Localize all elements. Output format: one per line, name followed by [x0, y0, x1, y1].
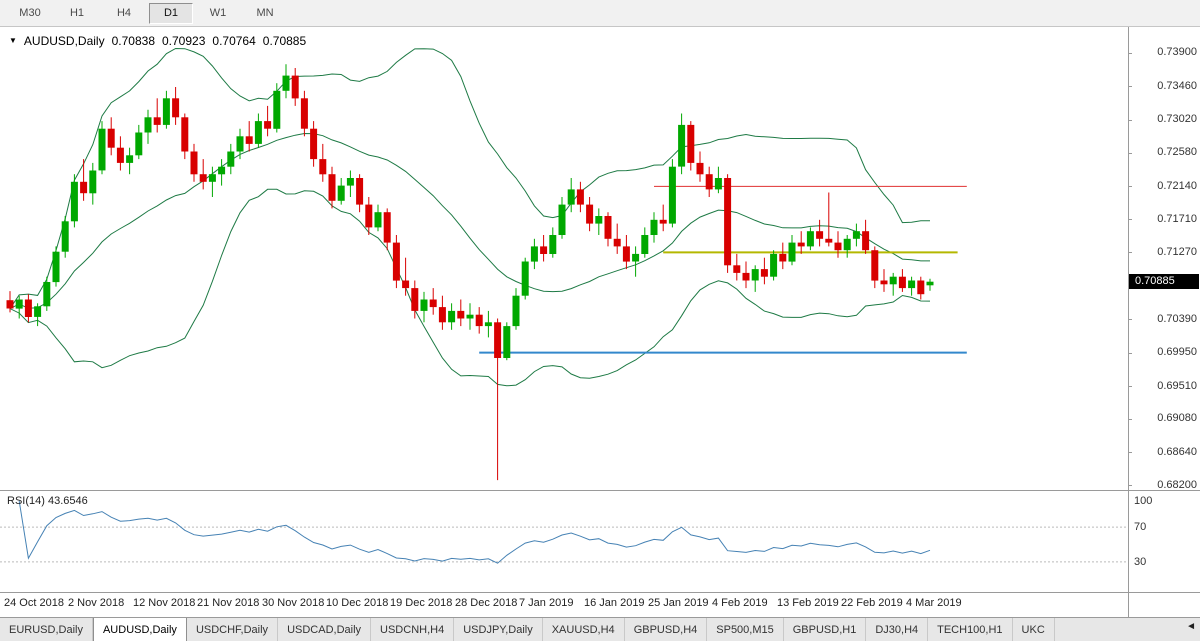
chart-tab[interactable]: USDCHF,Daily: [186, 618, 279, 641]
price-axis-label: 0.71710: [1157, 213, 1197, 225]
collapse-icon[interactable]: ▼: [9, 36, 17, 45]
ohlc-low: 0.70764: [212, 34, 256, 48]
price-axis-tick: [1128, 86, 1132, 87]
time-axis-label: 21 Nov 2018: [197, 597, 260, 609]
chart-ohlc-title: ▼ AUDUSD,Daily 0.70838 0.70923 0.70764 0…: [9, 34, 306, 48]
ohlc-high: 0.70923: [162, 34, 206, 48]
time-axis-label: 10 Dec 2018: [326, 597, 389, 609]
price-axis-tick: [1128, 419, 1132, 420]
time-axis-label: 4 Feb 2019: [712, 597, 768, 609]
rsi-line: [18, 500, 931, 564]
timeframe-button-h4[interactable]: H4: [116, 7, 132, 19]
price-axis-label: 0.68640: [1157, 446, 1197, 458]
time-axis-label: 12 Nov 2018: [133, 597, 196, 609]
current-price-badge: 0.70885: [1129, 274, 1199, 289]
timeframe-button-h1[interactable]: H1: [69, 7, 85, 19]
price-axis[interactable]: 0.70885 0.73900 0.73460 0.73020 0.72580 0.72…: [1128, 27, 1200, 491]
rsi-axis-label: 100: [1134, 495, 1153, 507]
price-axis-tick: [1128, 485, 1132, 486]
chart-tab[interactable]: AUDUSD,Daily: [92, 618, 187, 641]
price-axis-tick: [1128, 452, 1132, 453]
tab-scroll-left-icon[interactable]: ◄: [1186, 621, 1196, 632]
price-axis-label: 0.72140: [1157, 180, 1197, 192]
price-axis-label: 0.71270: [1157, 246, 1197, 258]
price-axis-label: 0.70390: [1157, 313, 1197, 325]
chart-tab[interactable]: GBPUSD,H1: [783, 618, 867, 641]
timeframe-button-m30[interactable]: M30: [19, 7, 41, 19]
price-axis-label: 0.72580: [1157, 146, 1197, 158]
rsi-indicator-chart[interactable]: [0, 491, 1128, 592]
bollinger-bands: [9, 47, 931, 387]
chart-tab[interactable]: TECH100,H1: [928, 618, 1013, 641]
rsi-axis-label: 30: [1134, 556, 1147, 568]
timeframe-button-d1[interactable]: D1: [149, 2, 193, 24]
chart-tab-bar: EURUSD,Daily AUDUSD,Daily USDCHF,Daily USDC…: [0, 617, 1200, 641]
price-axis-tick: [1128, 186, 1132, 187]
time-axis-label: 22 Feb 2019: [841, 597, 903, 609]
price-axis-label: 0.73900: [1157, 46, 1197, 58]
chart-tab[interactable]: DJ30,H4: [866, 618, 929, 641]
price-axis-tick: [1128, 153, 1132, 154]
price-axis-label: 0.73020: [1157, 113, 1197, 125]
chart-rsi-separator[interactable]: [0, 490, 1200, 491]
chart-tab[interactable]: USDJPY,Daily: [454, 618, 543, 641]
price-axis-label: 0.69510: [1157, 380, 1197, 392]
price-axis-tick: [1128, 252, 1132, 253]
ohlc-open: 0.70838: [111, 34, 155, 48]
time-axis-label: 24 Oct 2018: [4, 597, 64, 609]
rsi-timeaxis-separator: [0, 592, 1200, 593]
price-axis-tick: [1128, 353, 1132, 354]
time-axis-label: 30 Nov 2018: [262, 597, 325, 609]
time-axis-label: 25 Jan 2019: [648, 597, 709, 609]
chart-tab[interactable]: USDCAD,Daily: [278, 618, 372, 641]
chart-tab[interactable]: XAUUSD,H4: [542, 618, 625, 641]
timeframe-button-mn[interactable]: MN: [256, 7, 274, 19]
horizontal-line-objects[interactable]: [479, 185, 967, 354]
price-axis-label: 0.69080: [1157, 412, 1197, 424]
rsi-panel[interactable]: [0, 491, 1128, 592]
candles: [6, 64, 934, 481]
price-axis-tick: [1128, 120, 1132, 121]
price-axis-tick: [1128, 386, 1132, 387]
time-axis-label: 4 Mar 2019: [906, 597, 962, 609]
chart-tab[interactable]: EURUSD,Daily: [0, 618, 93, 641]
chart-plot-area[interactable]: [0, 27, 1128, 490]
rsi-indicator-label: RSI(14) 43.6546: [7, 495, 88, 507]
price-axis-tick: [1128, 319, 1132, 320]
axis-vertical-separator: [1128, 27, 1129, 617]
time-axis-label: 13 Feb 2019: [777, 597, 839, 609]
ohlc-close: 0.70885: [262, 34, 307, 48]
price-axis-label: 0.68200: [1157, 479, 1197, 491]
chart-tab[interactable]: USDCNH,H4: [371, 618, 455, 641]
chart-tab[interactable]: GBPUSD,H4: [624, 618, 708, 641]
chart-tab[interactable]: SP500,M15: [707, 618, 784, 641]
price-axis-label: 0.73460: [1157, 80, 1197, 92]
candlestick-chart[interactable]: [0, 27, 1128, 490]
rsi-axis[interactable]: 100 70 30: [1128, 491, 1200, 592]
chart-tab[interactable]: UKC: [1012, 618, 1055, 641]
price-axis-label: 0.69950: [1157, 346, 1197, 358]
time-axis-label: 2 Nov 2018: [68, 597, 125, 609]
chart-symbol-label: AUDUSD,Daily: [23, 34, 105, 48]
rsi-axis-label: 70: [1134, 521, 1147, 533]
time-axis[interactable]: 24 Oct 2018 2 Nov 2018 12 Nov 2018 21 Nov 2…: [0, 593, 1200, 617]
price-axis-tick: [1128, 53, 1132, 54]
price-axis-tick: [1128, 219, 1132, 220]
time-axis-label: 28 Dec 2018: [455, 597, 518, 609]
time-axis-label: 7 Jan 2019: [519, 597, 574, 609]
timeframe-button-w1[interactable]: W1: [209, 7, 227, 19]
time-axis-label: 16 Jan 2019: [584, 597, 645, 609]
time-axis-label: 19 Dec 2018: [390, 597, 453, 609]
timeframe-toolbar: M30 H1 H4 D1 W1 MN: [0, 0, 1200, 27]
